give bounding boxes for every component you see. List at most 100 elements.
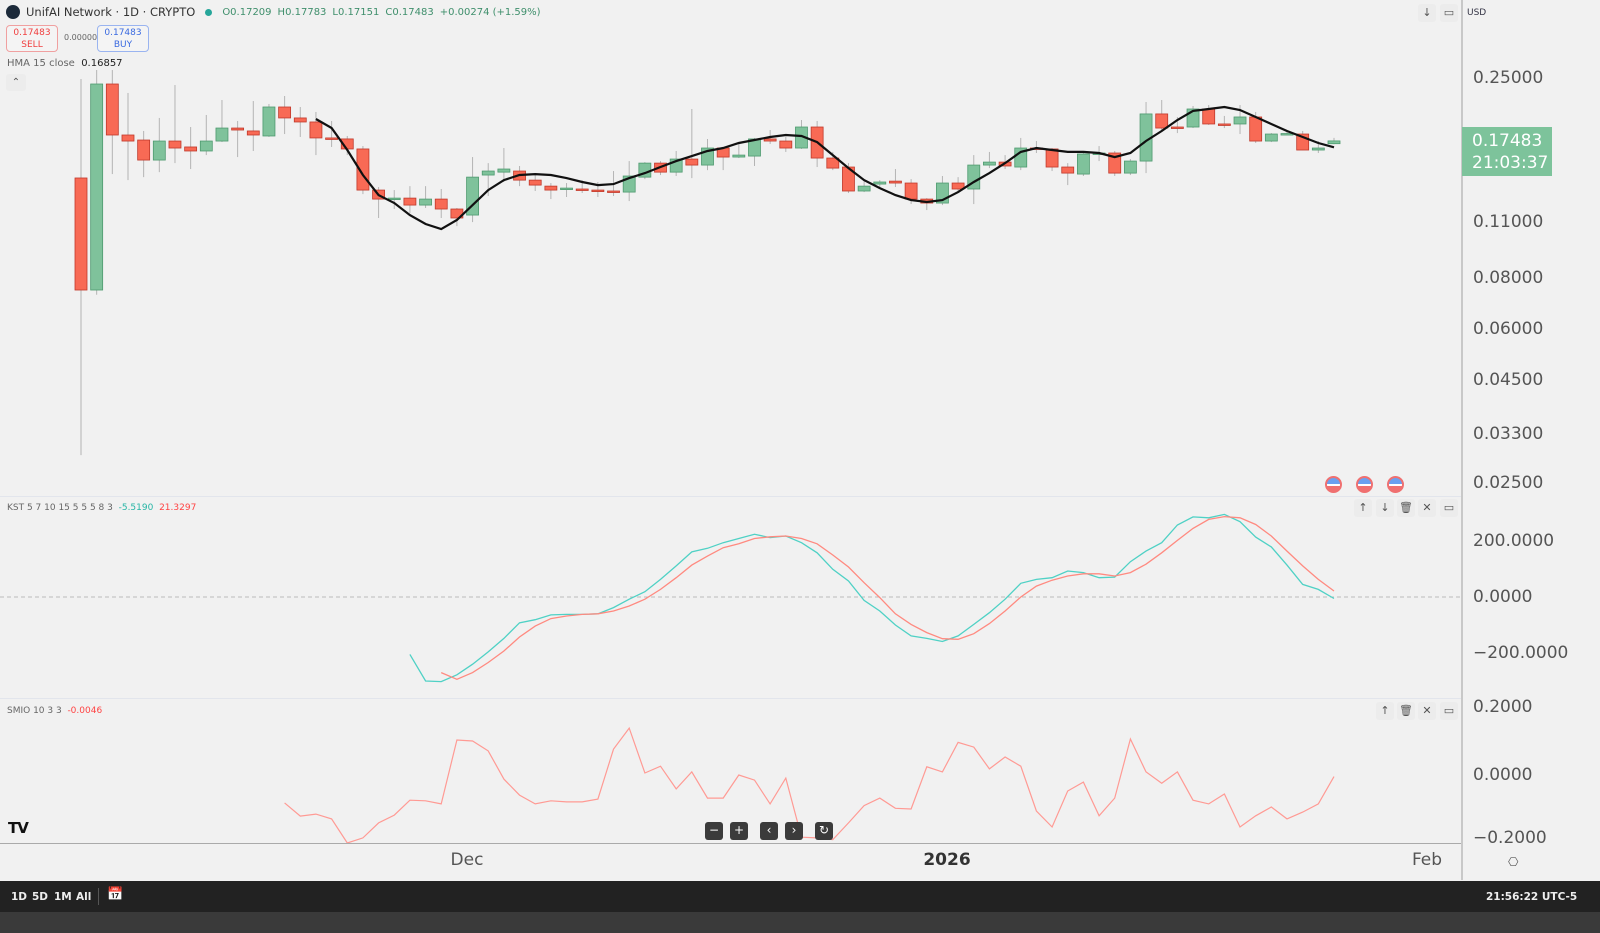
- smio-axis-label: 0.0000: [1473, 765, 1533, 785]
- kst-axis-label: 200.0000: [1473, 531, 1555, 551]
- price-axis-label: 0.25000: [1473, 68, 1544, 88]
- pane-divider[interactable]: [0, 496, 1461, 497]
- candle-down: [184, 146, 198, 152]
- symbol-header: UnifAI Network · 1D · CRYPTO O0.17209 H0…: [6, 5, 541, 19]
- candle-up: [262, 106, 276, 137]
- candle-up: [857, 185, 871, 192]
- delete-pane-icon[interactable]: 🗑: [1397, 702, 1415, 720]
- bar-countdown: 21:03:37: [1472, 153, 1549, 173]
- sell-button[interactable]: 0.17483 SELL: [6, 25, 58, 52]
- candle-down: [325, 137, 339, 140]
- delete-pane-icon[interactable]: 🗑: [1397, 499, 1415, 517]
- pane-divider[interactable]: [0, 698, 1461, 699]
- scroll-left-button[interactable]: ‹: [760, 822, 778, 840]
- hma-line: [315, 105, 1335, 231]
- price-axis[interactable]: [1461, 0, 1600, 880]
- smio-value: -0.0046: [67, 706, 103, 716]
- go-to-date-calendar-icon[interactable]: 📅: [107, 887, 124, 902]
- zoom-in-button[interactable]: +: [730, 822, 748, 840]
- kst-line: [409, 513, 1335, 683]
- smio-axis-label: −0.2000: [1473, 828, 1547, 848]
- range-1d[interactable]: 1D: [11, 891, 28, 903]
- candle-down: [904, 182, 918, 200]
- chart-canvas[interactable]: [0, 0, 1461, 843]
- candle-up: [90, 83, 104, 291]
- collapse-pane-icon[interactable]: ✕: [1418, 499, 1436, 517]
- toolbar-divider: [98, 888, 99, 905]
- candle-down: [826, 157, 840, 169]
- candle-down: [1217, 123, 1231, 126]
- symbol-logo-icon: [6, 5, 20, 19]
- candle-down: [575, 188, 589, 191]
- smio-legend[interactable]: SMIO 10 3 3 -0.0046: [7, 706, 102, 716]
- currency-selector[interactable]: USD: [1467, 8, 1487, 18]
- tradingview-logo[interactable]: TV: [8, 819, 29, 837]
- hma-legend[interactable]: HMA 15 close 0.16857: [7, 58, 123, 69]
- candle-down: [1155, 113, 1169, 129]
- candle-down: [434, 198, 448, 210]
- market-status-icon: [205, 8, 213, 16]
- reset-chart-button[interactable]: ↻: [815, 822, 833, 840]
- candle-down: [528, 179, 542, 186]
- hma-legend-value: 0.16857: [81, 58, 123, 69]
- current-price: 0.17483: [1472, 131, 1543, 151]
- move-pane-up-icon[interactable]: ↑: [1354, 499, 1372, 517]
- maximize-pane-icon[interactable]: ▭: [1440, 499, 1458, 517]
- ohlc-low: L0.17151: [332, 6, 380, 18]
- settings-icon[interactable]: ⎔: [1508, 855, 1519, 869]
- candle-down: [137, 139, 151, 161]
- candle-down: [1045, 148, 1059, 168]
- us-flag-event-icon[interactable]: [1387, 476, 1404, 493]
- scroll-down-icon[interactable]: ↓: [1418, 4, 1436, 22]
- smio-legend-label: SMIO 10 3 3: [7, 706, 62, 716]
- candle-down: [403, 197, 417, 206]
- price-axis-label: 0.06000: [1473, 319, 1544, 340]
- candle-down: [74, 177, 88, 291]
- candle-down: [889, 180, 902, 184]
- sell-label: SELL: [21, 40, 43, 50]
- range-all[interactable]: All: [76, 891, 92, 903]
- candle-up: [732, 154, 746, 158]
- us-flag-event-icon[interactable]: [1325, 476, 1342, 493]
- collapse-pane-icon[interactable]: ✕: [1418, 702, 1436, 720]
- candle-down: [309, 121, 323, 139]
- candle-up: [215, 127, 229, 142]
- candle-up: [983, 161, 996, 166]
- maximize-icon[interactable]: ▭: [1440, 4, 1458, 22]
- price-axis-label: 0.11000: [1473, 212, 1544, 233]
- move-pane-down-icon[interactable]: ↓: [1376, 499, 1394, 517]
- price-axis-label: 0.04500: [1473, 369, 1544, 390]
- spread: 0.00000: [64, 33, 98, 42]
- smio-axis-label: 0.2000: [1473, 697, 1533, 717]
- scroll-right-button[interactable]: ›: [785, 822, 803, 840]
- collapse-legend-button[interactable]: ⌃: [6, 74, 26, 91]
- candle-down: [1170, 126, 1184, 129]
- candle-down: [763, 138, 777, 142]
- hma-legend-label: HMA 15 close: [7, 58, 75, 69]
- kst-legend[interactable]: KST 5 7 10 15 5 5 5 8 3 -5.5190 21.3297: [7, 503, 196, 513]
- candle-up: [1311, 147, 1325, 151]
- time-label: Dec: [450, 850, 484, 870]
- candle-up: [152, 140, 166, 161]
- candle-up: [481, 170, 495, 176]
- candle-up: [1077, 153, 1090, 175]
- ohlc-close: C0.17483: [385, 6, 434, 18]
- buy-button[interactable]: 0.17483 BUY: [97, 25, 149, 52]
- move-pane-up-icon[interactable]: ↑: [1376, 702, 1394, 720]
- smio-line: [284, 726, 1335, 843]
- symbol-title[interactable]: UnifAI Network · 1D · CRYPTO: [26, 5, 196, 19]
- kst-axis-label: 0.0000: [1473, 587, 1533, 607]
- candle-down: [231, 127, 245, 131]
- time-axis[interactable]: [0, 843, 1461, 881]
- candle-down: [1249, 116, 1263, 142]
- zoom-out-button[interactable]: −: [705, 822, 723, 840]
- us-flag-event-icon[interactable]: [1356, 476, 1373, 493]
- buy-label: BUY: [113, 40, 133, 50]
- maximize-pane-icon[interactable]: ▭: [1440, 702, 1458, 720]
- range-1m[interactable]: 1M: [54, 891, 72, 903]
- candle-up: [1123, 160, 1137, 174]
- clock[interactable]: 21:56:22 UTC-5: [1486, 891, 1578, 903]
- price-axis-label: 0.03300: [1473, 424, 1544, 445]
- candle-down: [168, 140, 182, 149]
- range-5d[interactable]: 5D: [32, 891, 49, 903]
